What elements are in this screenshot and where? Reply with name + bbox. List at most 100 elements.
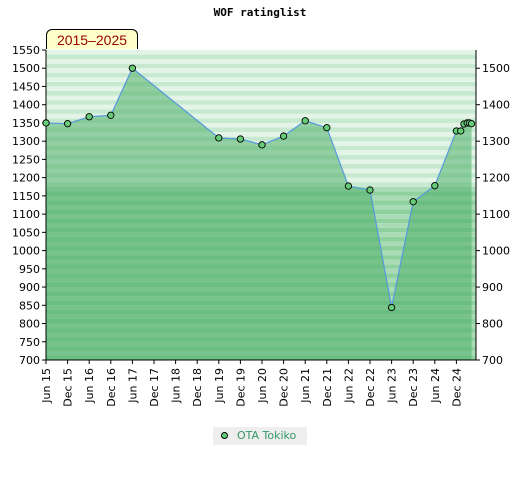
x-tick-label: Dec 16 xyxy=(105,368,118,407)
data-point xyxy=(85,113,93,121)
y-tick-label-left: 1500 xyxy=(12,62,40,75)
y-tick-label-right: 1300 xyxy=(482,135,510,148)
y-tick-label-right: 1500 xyxy=(482,62,510,75)
plot-band xyxy=(46,118,476,123)
y-tick-label-left: 900 xyxy=(19,281,40,294)
x-tick-label: Jun 19 xyxy=(213,368,226,404)
y-tick-label-left: 1100 xyxy=(12,208,40,221)
x-tick-label: Dec 15 xyxy=(62,368,75,407)
data-point xyxy=(431,182,439,190)
plot-band xyxy=(46,113,476,119)
plot-band xyxy=(46,127,476,133)
series-area-fill xyxy=(46,68,472,360)
plot-band xyxy=(46,132,476,137)
x-tick-label: Jun 15 xyxy=(40,368,53,404)
area-fill-layer xyxy=(46,68,472,360)
y-tick-label-left: 1350 xyxy=(12,117,40,130)
plot-band xyxy=(46,72,476,78)
x-tick-label: Dec 20 xyxy=(278,368,291,407)
x-tick-label: Dec 23 xyxy=(407,368,420,407)
plot-band xyxy=(46,68,476,73)
data-point xyxy=(107,111,115,119)
y-axis-right-ticks: 700 800 900 1000 1100 1200 1300 1400 1500 xyxy=(476,62,510,367)
x-tick-label: Jun 24 xyxy=(429,368,442,404)
plot-band xyxy=(46,100,476,105)
data-point xyxy=(387,303,396,312)
x-tick-label: Jun 16 xyxy=(83,368,96,404)
legend-marker-icon xyxy=(221,432,228,439)
data-point xyxy=(467,120,476,128)
data-point xyxy=(258,141,266,149)
data-point xyxy=(323,124,331,132)
y-axis-left-ticks: 700 750 800 850 900 950 1000 1050 1100 1150 1200 12… xyxy=(12,44,46,367)
y-tick-label-left: 1300 xyxy=(12,135,40,148)
y-tick-label-left: 1400 xyxy=(12,99,40,112)
y-tick-label-left: 700 xyxy=(19,354,40,367)
y-tick-label-right: 1400 xyxy=(482,99,510,112)
axes-layer xyxy=(45,50,477,361)
x-tick-label: Dec 22 xyxy=(364,368,377,407)
y-tick-label-left: 1000 xyxy=(12,245,40,258)
plot-band xyxy=(46,122,476,128)
series-line-layer xyxy=(45,67,472,308)
y-tick-label-left: 800 xyxy=(19,318,40,331)
x-tick-label: Dec 21 xyxy=(321,368,334,407)
legend-label: OTA Tokiko xyxy=(237,429,297,442)
chart-title: WOF ratinglist xyxy=(213,6,307,19)
series-points-layer xyxy=(42,64,476,312)
y-tick-label-left: 1550 xyxy=(12,44,40,57)
data-point xyxy=(279,132,288,140)
plot-band xyxy=(46,95,476,101)
plot-band xyxy=(46,86,476,92)
plot-band xyxy=(46,136,476,142)
plot-band xyxy=(46,104,476,110)
data-point xyxy=(301,117,309,125)
y-tick-label-left: 1150 xyxy=(12,190,40,203)
data-point xyxy=(457,127,465,135)
y-tick-label-left: 1250 xyxy=(12,153,40,166)
y-tick-label-left: 850 xyxy=(19,299,40,312)
data-point xyxy=(366,186,374,194)
y-tick-label-right: 700 xyxy=(482,354,503,367)
y-tick-label-right: 1100 xyxy=(482,208,510,221)
y-tick-label-left: 1450 xyxy=(12,80,40,93)
plot-band xyxy=(46,109,476,114)
x-tick-label: Jun 23 xyxy=(386,368,399,404)
x-tick-label: Jun 18 xyxy=(170,368,183,404)
plot-band xyxy=(46,54,476,60)
plot-band xyxy=(46,91,476,96)
y-tick-label-left: 750 xyxy=(19,336,40,349)
x-tick-label: Jun 21 xyxy=(299,368,312,404)
x-tick-label: Jun 17 xyxy=(126,368,139,404)
x-tick-label: Jun 20 xyxy=(256,368,269,404)
plot-band xyxy=(46,59,476,64)
legend: OTA Tokiko xyxy=(213,427,307,445)
y-tick-label-left: 950 xyxy=(19,263,40,276)
data-point xyxy=(128,64,137,72)
data-point xyxy=(344,182,353,190)
x-tick-label: Dec 19 xyxy=(234,368,247,407)
x-axis-ticks: Jun 15 Dec 15 Jun 16 Dec 16 Jun 17 Dec 17 Jun … xyxy=(40,360,463,407)
plot-band xyxy=(46,50,476,55)
data-point xyxy=(63,120,72,128)
data-point xyxy=(215,134,223,142)
plot-band xyxy=(46,81,476,87)
data-point xyxy=(236,135,245,143)
y-tick-label-left: 1050 xyxy=(12,226,40,239)
y-tick-label-left: 1200 xyxy=(12,172,40,185)
series-line xyxy=(45,67,472,308)
y-tick-label-right: 1000 xyxy=(482,245,510,258)
x-tick-label: Jun 22 xyxy=(342,368,355,404)
y-tick-label-right: 1200 xyxy=(482,172,510,185)
date-range-badge: 2015–2025 xyxy=(46,29,138,49)
x-tick-label: Dec 18 xyxy=(191,368,204,407)
x-tick-label: Dec 17 xyxy=(148,368,161,407)
x-tick-label: Dec 24 xyxy=(450,368,463,407)
plot-band xyxy=(46,77,476,82)
data-point xyxy=(409,198,417,206)
data-point xyxy=(42,119,50,127)
y-tick-label-right: 900 xyxy=(482,281,503,294)
y-tick-label-right: 800 xyxy=(482,318,503,331)
plot-band xyxy=(46,63,476,69)
